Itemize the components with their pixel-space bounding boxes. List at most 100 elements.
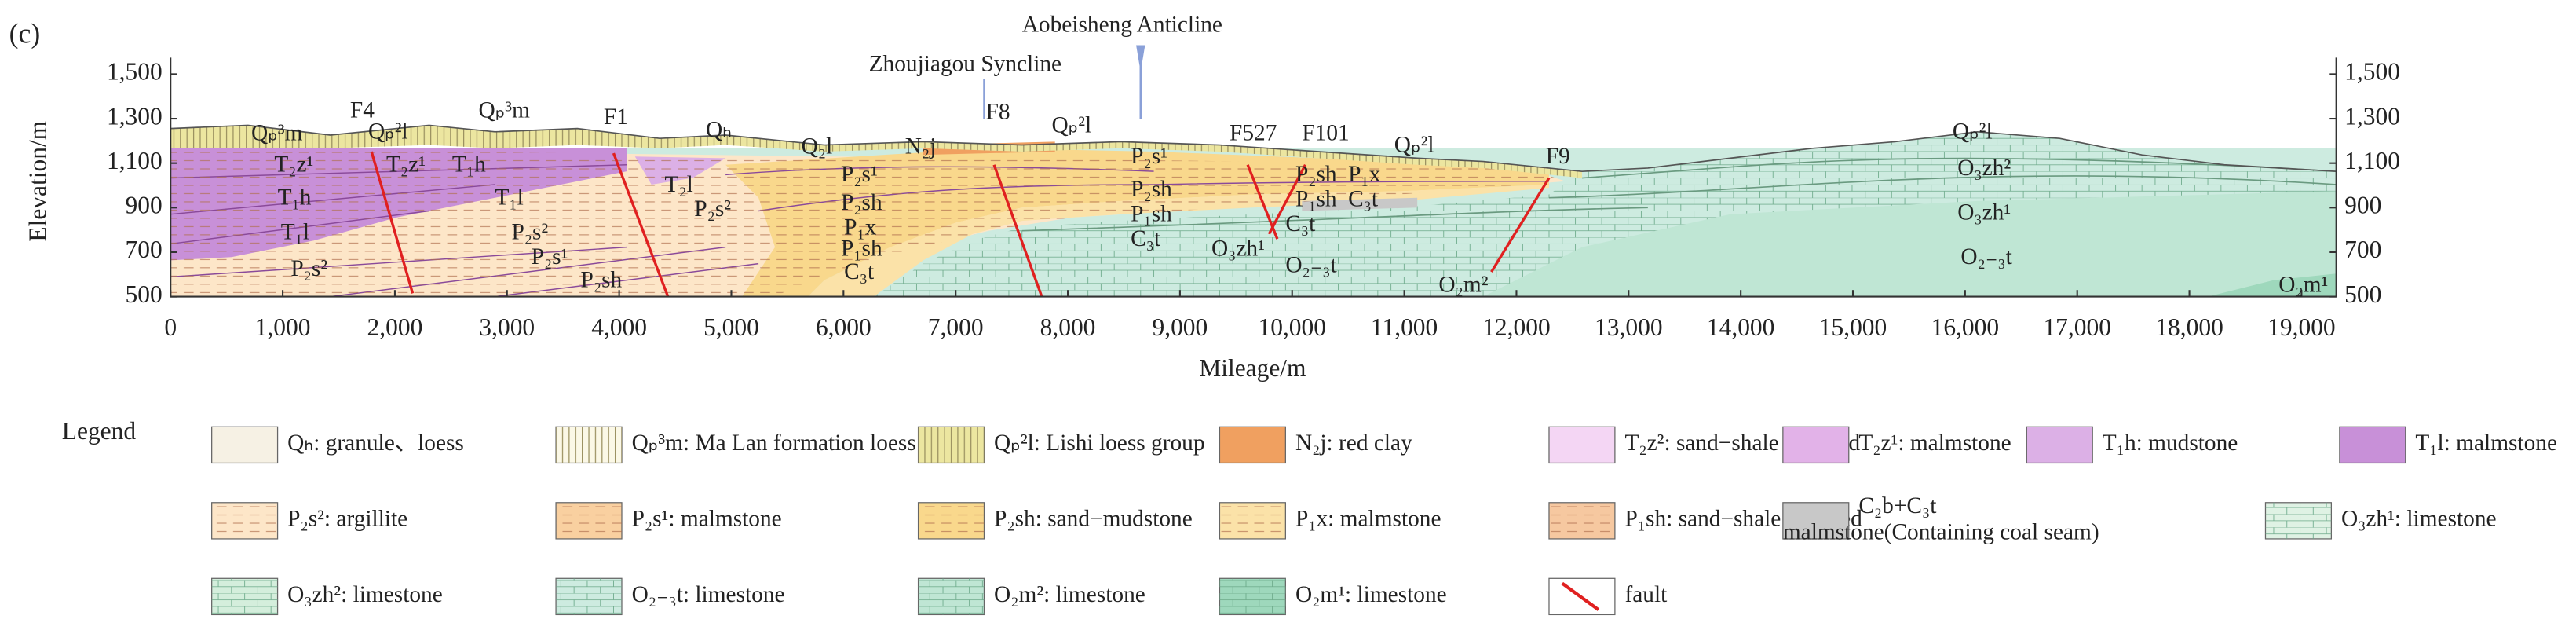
formation-label: T₁h — [452, 152, 486, 178]
formation-label: O₃zh² — [1957, 156, 2011, 181]
legend-title: Legend — [62, 417, 137, 445]
formation-label: Qₕ — [706, 118, 732, 143]
panel-label: (c) — [9, 17, 41, 49]
section-body — [170, 45, 2337, 298]
formation-label: P₂sh — [1131, 177, 1172, 202]
anticline-label: Aobeisheng Anticline — [1022, 12, 1222, 37]
legend-label: O₃zh²: limestone — [287, 582, 443, 607]
formation-label: P₂s¹ — [1131, 144, 1167, 169]
formation-label: Qₚ²l — [368, 119, 408, 145]
x-tick-label: 0 — [164, 313, 177, 341]
x-tick-label: 19,000 — [2267, 313, 2336, 341]
x-tick-label: 4,000 — [591, 313, 647, 341]
legend-texture — [556, 578, 622, 615]
x-tick-label: 7,000 — [928, 313, 984, 341]
formation-label: C₃t — [1348, 187, 1378, 212]
fault-line — [992, 164, 1043, 298]
bed-line — [1021, 157, 2337, 232]
x-tick-label: 15,000 — [1819, 313, 1887, 341]
axis-frame — [170, 57, 2337, 298]
o2m2 — [1483, 191, 2337, 297]
x-tick-label: 1,000 — [255, 313, 311, 341]
x-tick-label: 8,000 — [1040, 313, 1096, 341]
formation-label: P₁sh — [1131, 202, 1172, 227]
loess-texture — [170, 125, 1582, 178]
fault-line — [1267, 163, 1307, 235]
formation-label: O₂₋₃t — [1960, 244, 2011, 269]
formation-label: P₁x — [1348, 162, 1381, 187]
x-tick-label: 13,000 — [1595, 313, 1662, 341]
x-tick-label: 3,000 — [479, 313, 535, 341]
legend-label: O₂₋₃t: limestone — [632, 582, 785, 607]
syncline-label: Zhoujiagou Syncline — [869, 52, 1061, 77]
y-tick-label: 700 — [126, 236, 163, 263]
formation-label: P₂sh — [1295, 162, 1337, 187]
x-tick-label: 18,000 — [2155, 313, 2223, 341]
x-tick-label: 6,000 — [816, 313, 871, 341]
legend-swatch — [2026, 426, 2093, 464]
formation-label: T₁l — [495, 185, 523, 211]
legend-texture — [211, 502, 278, 539]
frame — [170, 57, 2337, 298]
formation-label: F1 — [604, 104, 628, 130]
formation-label: F4 — [350, 97, 375, 123]
legend-texture — [556, 427, 622, 463]
legend-label: O₂m¹: limestone — [1295, 582, 1447, 607]
x-axis-title: Mileage/m — [1199, 354, 1306, 382]
legend-swatch — [1782, 502, 1850, 540]
formation-label: P₂sh — [841, 190, 882, 215]
legend-label: P₁x: malmstone — [1295, 507, 1441, 532]
legend-texture — [918, 502, 985, 539]
legend-label: P₂s²: argillite — [287, 507, 407, 532]
formation-label: Qₚ²l — [1394, 132, 1434, 157]
formation-label: T₂z¹ — [386, 152, 426, 178]
formation-label: O₃zh¹ — [1211, 236, 1265, 262]
formation-label: Q₂l — [802, 134, 833, 159]
formation-label: P₂s¹ — [841, 162, 878, 187]
x-tick-label: 9,000 — [1153, 313, 1208, 341]
y2-tick-label: 1,100 — [2344, 147, 2400, 174]
legend-texture — [918, 427, 985, 463]
legend-texture — [211, 578, 278, 615]
arrow-head — [1136, 45, 1145, 67]
y-axis-title: Elevation/m — [24, 121, 52, 242]
legend-label: Qₕ: granule、loess — [287, 430, 464, 456]
legend-texture — [1219, 502, 1286, 539]
faults — [370, 151, 1551, 298]
legend-swatch — [1782, 426, 1850, 464]
x-tick-label: 16,000 — [1931, 313, 2000, 341]
legend-swatch — [1548, 426, 1616, 464]
fold-arrows — [983, 45, 1145, 119]
formation-label: T₁l — [281, 220, 309, 245]
formation-label: O₂m¹ — [2278, 273, 2328, 298]
formation-label: Qₚ²l — [1953, 119, 1993, 145]
formation-label: C₃t — [1285, 211, 1315, 236]
formation-label: P₂s² — [511, 220, 548, 245]
formation-label: T₂l — [665, 172, 693, 197]
y-tick-label: 500 — [126, 280, 163, 308]
legend-texture — [918, 578, 985, 615]
formation-label: F101 — [1302, 121, 1349, 146]
legend-label: N₂j: red clay — [1295, 430, 1412, 456]
legend-texture — [1548, 502, 1615, 539]
y-tick-label: 1,100 — [107, 147, 163, 174]
x-tick-label: 5,000 — [703, 313, 759, 341]
legend-label: T₁l: malmstone — [2415, 430, 2557, 456]
legend-label: O₃zh¹: limestone — [2341, 507, 2497, 532]
formation-label: C₃t — [844, 259, 874, 284]
legend-label: T₂z¹: malmstone — [1858, 430, 2011, 456]
formation-label: T₁h — [278, 185, 312, 211]
formation-label: P₂s² — [290, 256, 327, 281]
legend-label: fault — [1624, 582, 1667, 607]
terrain — [170, 124, 2337, 173]
legend-texture — [2265, 502, 2332, 539]
formation-label: Qₚ²l — [1051, 112, 1091, 137]
legend-label: O₂m²: limestone — [994, 582, 1145, 607]
formation-label: P₂sh — [581, 267, 623, 292]
formation-label: T₂z¹ — [274, 152, 313, 178]
formation-label: P₁sh — [841, 236, 882, 262]
formation-label: Qₚ³m — [251, 121, 303, 146]
y2-tick-label: 700 — [2344, 236, 2381, 263]
formation-label: F9 — [1546, 144, 1570, 169]
